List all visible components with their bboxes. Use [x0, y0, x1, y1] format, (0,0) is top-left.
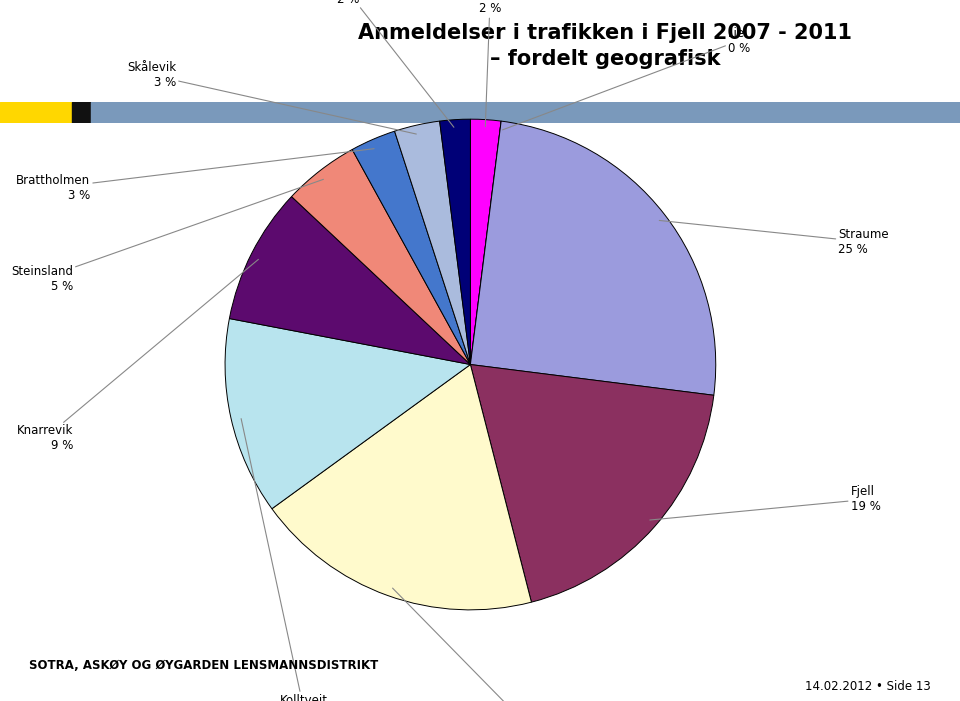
Text: Steinsland
5 %: Steinsland 5 % [11, 179, 324, 292]
Text: Fjell
19 %: Fjell 19 % [650, 486, 880, 520]
Wedge shape [352, 131, 470, 365]
Text: Straume
25 %: Straume 25 % [660, 220, 889, 256]
Text: Ågotnes
19 %: Ågotnes 19 % [393, 588, 564, 701]
Wedge shape [470, 121, 716, 395]
Text: Knarrevik
9 %: Knarrevik 9 % [16, 259, 258, 452]
Text: 14.02.2012 • Side 13: 14.02.2012 • Side 13 [805, 679, 931, 693]
Wedge shape [440, 119, 470, 365]
Text: SOTRA, ASKØY OG ØYGARDEN LENSMANNSDISTRIKT: SOTRA, ASKØY OG ØYGARDEN LENSMANNSDISTRI… [29, 659, 378, 672]
Text: Lie
0 %: Lie 0 % [502, 27, 751, 130]
Text: Brattholmen
3 %: Brattholmen 3 % [16, 149, 374, 202]
Wedge shape [395, 121, 470, 365]
Text: Kolltveit
13 %: Kolltveit 13 % [241, 418, 327, 701]
Wedge shape [470, 365, 714, 602]
Wedge shape [272, 365, 532, 610]
Text: Bjørøy
2 %: Bjørøy 2 % [471, 0, 509, 127]
Text: Anmeldelser i trafikken i Fjell 2007 - 2011
– fordelt geografisk: Anmeldelser i trafikken i Fjell 2007 - 2… [358, 22, 852, 69]
Bar [0, 102, 72, 123]
Wedge shape [470, 121, 501, 365]
Wedge shape [470, 119, 501, 365]
Wedge shape [225, 318, 470, 509]
Wedge shape [292, 149, 470, 365]
Bar [72, 102, 91, 123]
Text: Skålevik
3 %: Skålevik 3 % [127, 61, 417, 134]
Wedge shape [229, 196, 470, 365]
Text: Klokkarvik
2 %: Klokkarvik 2 % [317, 0, 454, 128]
